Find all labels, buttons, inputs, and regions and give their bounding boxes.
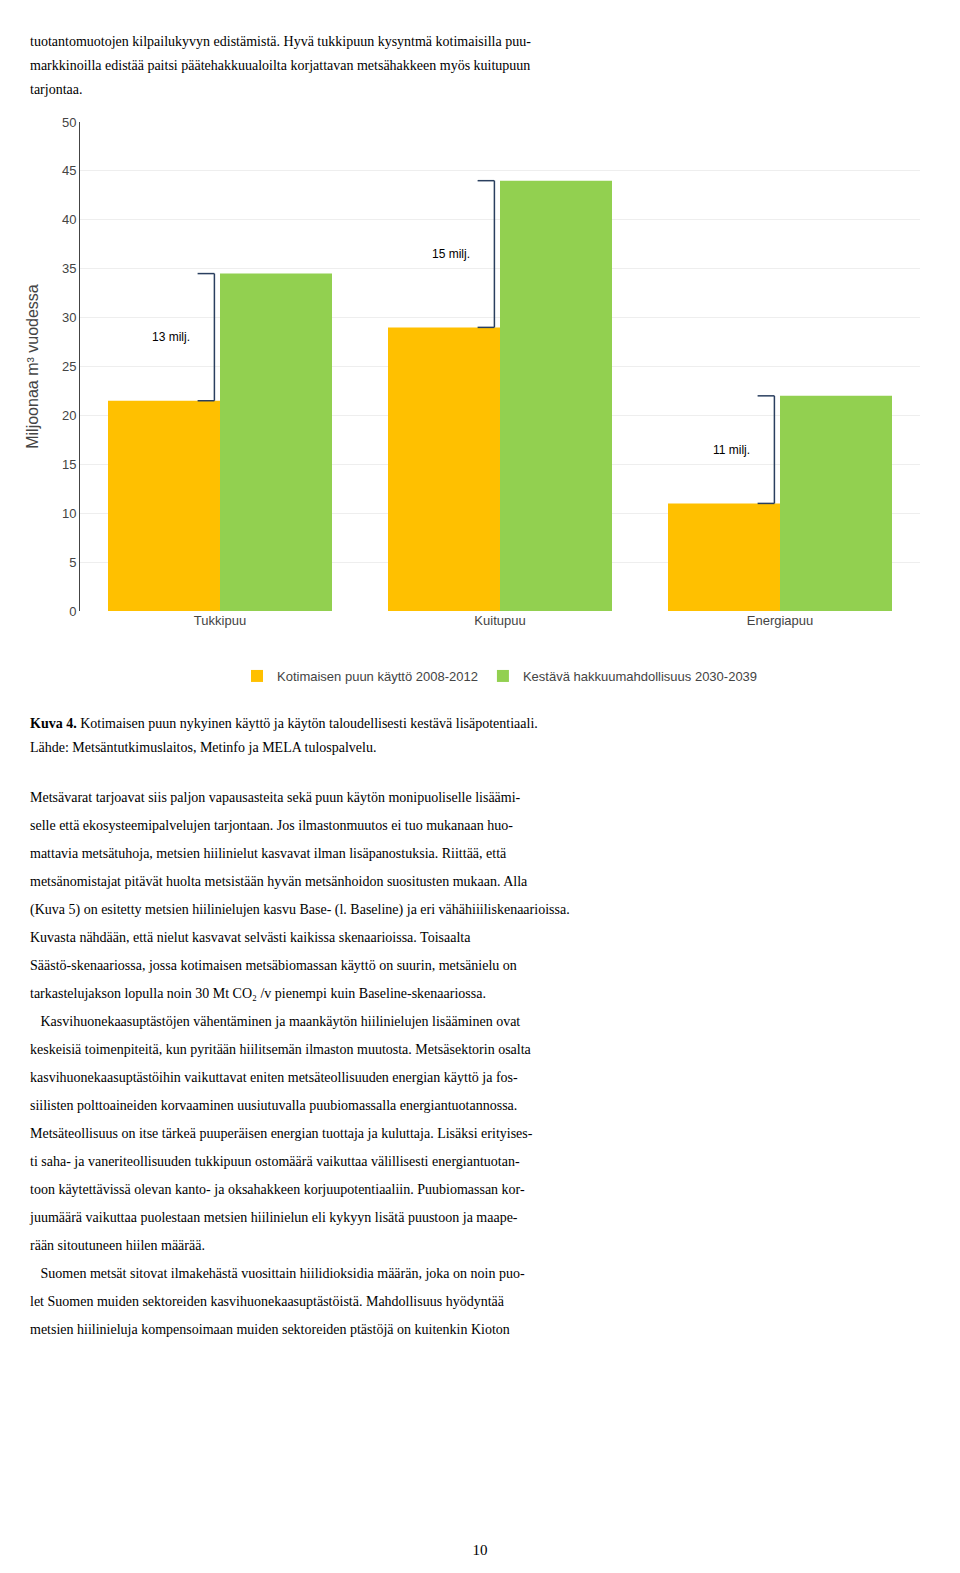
html-text:Lähde: Metsäntutkimuslaitos, M: Lähde: Metsäntutkimuslaitos, Metinfo ja … [30, 740, 377, 755]
svg-text:45: 45 [62, 163, 76, 178]
svg-text:Energiapuu: Energiapuu [747, 613, 814, 628]
svg-text:11 milj.: 11 milj. [713, 443, 750, 457]
html-text:Metsäteollisuus on itse tärkeä: Metsäteollisuus on itse tärkeä puuperäis… [30, 1126, 533, 1141]
svg-text:25: 25 [62, 359, 76, 374]
svg-text:40: 40 [62, 212, 76, 227]
html-text:(Kuva 5) on esitetty metsien h: (Kuva 5) on esitetty metsien hiilinieluj… [30, 902, 570, 917]
html-text:keskeisiä toimenpiteitä, kun p: keskeisiä toimenpiteitä, kun pyritään hi… [30, 1042, 531, 1057]
html-text:toon käytettävissä olevan kant: toon käytettävissä olevan kanto- ja oksa… [30, 1182, 525, 1197]
html-text:mattavia metsätuhoja, metsien: mattavia metsätuhoja, metsien hiilinielu… [30, 846, 507, 861]
html-text:10: 10 [472, 1542, 488, 1558]
svg-text:10: 10 [62, 506, 76, 521]
svg-text:15 milj.: 15 milj. [432, 247, 470, 261]
html-text:Kuvasta nähdään, että nielut k: Kuvasta nähdään, että nielut kasvavat se… [30, 930, 471, 945]
svg-text:Miljoonaa m³ vuodessa: Miljoonaa m³ vuodessa [24, 284, 41, 449]
html-text:tarkastelujakson lopulla noin: tarkastelujakson lopulla noin 30 Mt CO₂ … [30, 986, 486, 1001]
html-text:Kuva 4. Kotimaisen puun nykyin: Kuva 4. Kotimaisen puun nykyinen käyttö … [30, 716, 538, 731]
html-text:selle että ekosysteemipalveluj: selle että ekosysteemipalvelujen tarjont… [30, 818, 513, 833]
svg-text:5: 5 [69, 555, 76, 570]
html-text:tarjontaa.: tarjontaa. [30, 82, 83, 97]
svg-text:35: 35 [62, 261, 76, 276]
svg-text:20: 20 [62, 408, 76, 423]
html-text:juumäärä vaikuttaa puolestaan: juumäärä vaikuttaa puolestaan metsien hi… [30, 1210, 518, 1225]
html-text:Kasvihuonekaasuptästöjen vähen: Kasvihuonekaasuptästöjen vähentäminen ja… [30, 1014, 521, 1029]
svg-text:Kestävä hakkuumahdollisuus 203: Kestävä hakkuumahdollisuus 2030-2039 [523, 669, 757, 684]
html-text:let Suomen muiden sektoreiden: let Suomen muiden sektoreiden kasvihuone… [30, 1294, 504, 1309]
html-text:Suomen metsät sitovat ilmakehä: Suomen metsät sitovat ilmakehästä vuosit… [30, 1266, 525, 1281]
html-text:metsänomistajat pitävät huolta: metsänomistajat pitävät huolta metsistää… [30, 874, 528, 889]
svg-text:50: 50 [62, 115, 76, 130]
html-text:metsien hiilinieluja kompensoi: metsien hiilinieluja kompensoimaan muide… [30, 1322, 510, 1337]
html-text:kasvihuonekaasuptästöihin vaik: kasvihuonekaasuptästöihin vaikuttavat en… [30, 1070, 518, 1085]
html-text:siilisten polttoaineiden korva: siilisten polttoaineiden korvaaminen uus… [30, 1098, 518, 1113]
html-text:Metsävarat tarjoavat siis palj: Metsävarat tarjoavat siis paljon vapausa… [30, 790, 521, 805]
svg-text:Tukkipuu: Tukkipuu [194, 613, 246, 628]
svg-text:15: 15 [62, 457, 76, 472]
html-text:rään sitoutuneen hiilen määrää: rään sitoutuneen hiilen määrää. [30, 1238, 205, 1253]
html-text:markkinoilla edistää paitsi pä: markkinoilla edistää paitsi päätehakkuua… [30, 58, 531, 73]
svg-text:Kuitupuu: Kuitupuu [474, 613, 525, 628]
html-text:ti saha- ja vaneriteollisuuden: ti saha- ja vaneriteollisuuden tukkipuun… [30, 1154, 520, 1169]
svg-text:13 milj.: 13 milj. [152, 330, 190, 344]
html-text:Säästö-skenaariossa, jossa kot: Säästö-skenaariossa, jossa kotimaisen me… [30, 958, 517, 973]
svg-text:30: 30 [62, 310, 76, 325]
svg-text:0: 0 [69, 604, 76, 619]
svg-text:Kotimaisen puun käyttö 2008-20: Kotimaisen puun käyttö 2008-2012 [277, 669, 478, 684]
html-text:tuotantomuotojen kilpailukyvyn: tuotantomuotojen kilpailukyvyn edistämis… [30, 34, 531, 49]
